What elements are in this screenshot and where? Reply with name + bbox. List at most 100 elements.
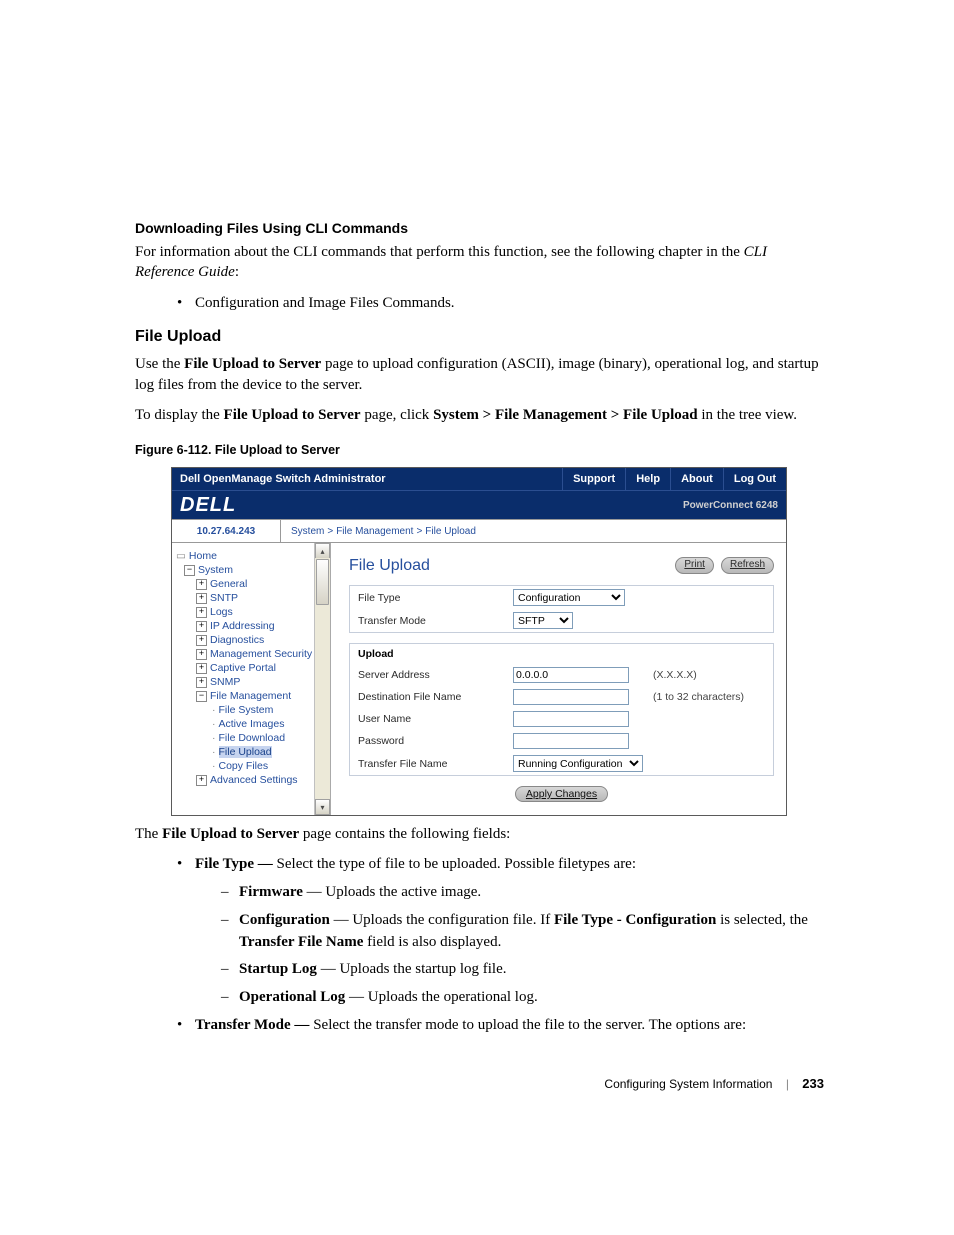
nav-support[interactable]: Support	[562, 468, 625, 490]
select-filetype[interactable]: Configuration	[513, 589, 625, 606]
panel-filetype: File Type Configuration Transfer Mode SF…	[349, 585, 774, 633]
label-username: User Name	[358, 713, 513, 725]
input-serveraddr[interactable]	[513, 667, 629, 683]
label-destfile: Destination File Name	[358, 691, 513, 703]
tree-home[interactable]: ▭Home	[176, 549, 330, 563]
input-password[interactable]	[513, 733, 629, 749]
footer-page: 233	[802, 1076, 824, 1091]
top-nav: Support Help About Log Out	[562, 468, 786, 490]
tree-system[interactable]: −System	[176, 563, 330, 577]
tree-captive[interactable]: +Captive Portal	[176, 661, 330, 675]
text: is selected, the	[716, 912, 808, 928]
text: page, click	[361, 407, 433, 423]
text: in the tree view.	[698, 407, 797, 423]
panel-upload: Upload Server Address (X.X.X.X) Destinat…	[349, 643, 774, 776]
para-fu-1: Use the File Upload to Server page to up…	[135, 354, 824, 395]
tree-scrollbar[interactable]: ▴ ▾	[314, 543, 330, 815]
brand-bar: DELL PowerConnect 6248	[172, 490, 786, 519]
hint-destfile: (1 to 32 characters)	[643, 691, 744, 703]
crumb-system[interactable]: System	[291, 526, 324, 537]
bullet-list: Configuration and Image Files Commands.	[135, 293, 824, 315]
text-bold: Transfer File Name	[239, 934, 363, 950]
nav-about[interactable]: About	[670, 468, 723, 490]
text-bold: Firmware	[239, 884, 303, 900]
sub-list: Firmware — Uploads the active image. Con…	[195, 882, 824, 1009]
tree-snmp[interactable]: +SNMP	[176, 675, 330, 689]
scroll-thumb[interactable]	[316, 559, 329, 605]
tree-pane: ▭Home −System +General +SNTP +Logs +IP A…	[172, 543, 331, 815]
page-title: File Upload	[349, 557, 430, 575]
shot-body: ▭Home −System +General +SNTP +Logs +IP A…	[172, 543, 786, 815]
tree-active[interactable]: ·Active Images	[176, 717, 330, 731]
text: — Uploads the active image.	[303, 884, 481, 900]
tree-diag[interactable]: +Diagnostics	[176, 633, 330, 647]
sub-item: Configuration — Uploads the configuratio…	[221, 910, 824, 954]
scroll-up-icon[interactable]: ▴	[315, 543, 330, 558]
tree-adv[interactable]: +Advanced Settings	[176, 773, 330, 787]
crumb-sep: >	[327, 526, 333, 537]
footer-sep: |	[786, 1077, 789, 1091]
para-cli: For information about the CLI commands t…	[135, 242, 824, 283]
para-fu-2: To display the File Upload to Server pag…	[135, 405, 824, 425]
panel-header-upload: Upload	[350, 644, 773, 664]
tree-sntp[interactable]: +SNTP	[176, 591, 330, 605]
heading-cli: Downloading Files Using CLI Commands	[135, 220, 824, 236]
text-bold: File Upload to Server	[224, 407, 361, 423]
app-title: Dell OpenManage Switch Administrator	[172, 473, 562, 485]
text: — Uploads the operational log.	[345, 989, 537, 1005]
input-username[interactable]	[513, 711, 629, 727]
text: — Uploads the startup log file.	[317, 961, 507, 977]
tree-filesys[interactable]: ·File System	[176, 703, 330, 717]
sub-item: Startup Log — Uploads the startup log fi…	[221, 959, 824, 981]
text-bold: File Type —	[195, 856, 277, 872]
text: The	[135, 826, 162, 842]
text: To display the	[135, 407, 224, 423]
tree-mgmt[interactable]: +Management Security	[176, 647, 330, 661]
sub-item: Firmware — Uploads the active image.	[221, 882, 824, 904]
breadcrumb: System>File Management>File Upload	[281, 520, 786, 542]
tree-upload[interactable]: ·File Upload	[176, 745, 330, 759]
select-transfermode[interactable]: SFTP	[513, 612, 573, 629]
nav-logout[interactable]: Log Out	[723, 468, 786, 490]
figure-caption: Figure 6-112. File Upload to Server	[135, 443, 824, 457]
label-password: Password	[358, 735, 513, 747]
apply-changes-button[interactable]: Apply Changes	[515, 786, 608, 802]
nav-help[interactable]: Help	[625, 468, 670, 490]
text: Select the transfer mode to upload the f…	[313, 1017, 746, 1033]
scroll-down-icon[interactable]: ▾	[315, 799, 330, 815]
bullet-item: Configuration and Image Files Commands.	[177, 293, 824, 315]
product-name: PowerConnect 6248	[683, 500, 778, 511]
input-destfile[interactable]	[513, 689, 629, 705]
field-list: File Type — Select the type of file to b…	[135, 854, 824, 1036]
text: :	[235, 264, 239, 280]
label-serveraddr: Server Address	[358, 669, 513, 681]
crumb-filemgmt[interactable]: File Management	[336, 526, 413, 537]
text-bold: Operational Log	[239, 989, 345, 1005]
label-transferfile: Transfer File Name	[358, 758, 513, 770]
crumb-fileupload: File Upload	[425, 526, 476, 537]
content-pane: File Upload Print Refresh File Type Conf…	[331, 543, 786, 815]
text-bold: System > File Management > File Upload	[433, 407, 698, 423]
nav-tree: ▭Home −System +General +SNTP +Logs +IP A…	[172, 543, 330, 787]
print-button[interactable]: Print	[675, 557, 714, 574]
tree-ip[interactable]: +IP Addressing	[176, 619, 330, 633]
label-filetype: File Type	[358, 592, 513, 604]
refresh-button[interactable]: Refresh	[721, 557, 774, 574]
breadcrumb-bar: 10.27.64.243 System>File Management>File…	[172, 519, 786, 543]
text: — Uploads the configuration file. If	[330, 912, 554, 928]
text-bold: Startup Log	[239, 961, 317, 977]
text-bold: Configuration	[239, 912, 330, 928]
tree-general[interactable]: +General	[176, 577, 330, 591]
tree-download[interactable]: ·File Download	[176, 731, 330, 745]
text-bold: File Upload to Server	[162, 826, 299, 842]
label-transfermode: Transfer Mode	[358, 615, 513, 627]
dell-logo: DELL	[180, 494, 236, 517]
select-transferfile[interactable]: Running Configuration	[513, 755, 643, 772]
crumb-sep: >	[416, 526, 422, 537]
text-bold: File Type - Configuration	[554, 912, 716, 928]
tree-filemgmt[interactable]: −File Management	[176, 689, 330, 703]
text-bold: Transfer Mode —	[195, 1017, 313, 1033]
tree-logs[interactable]: +Logs	[176, 605, 330, 619]
tree-copy[interactable]: ·Copy Files	[176, 759, 330, 773]
text: field is also displayed.	[363, 934, 501, 950]
